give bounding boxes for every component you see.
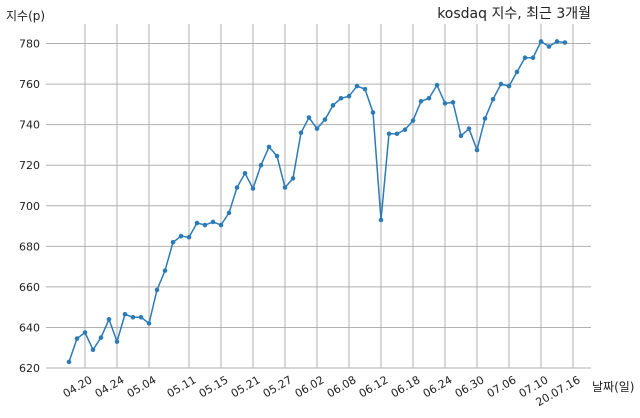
data-point [554, 39, 560, 44]
y-tick-label: 660 [19, 281, 40, 294]
data-point [298, 130, 304, 136]
data-point [330, 103, 336, 108]
x-tick-label: 06.08 [325, 373, 359, 400]
data-point [418, 99, 424, 104]
y-tick-label: 680 [19, 240, 40, 253]
x-tick-label: 04.20 [61, 373, 95, 400]
data-point [242, 171, 248, 176]
y-tick-label: 640 [19, 321, 40, 334]
data-point [74, 336, 80, 341]
data-point [266, 144, 272, 150]
data-point [314, 126, 320, 131]
data-point [354, 83, 360, 89]
data-point [114, 339, 120, 344]
data-point [538, 39, 544, 44]
data-point [282, 185, 288, 190]
series-markers [66, 39, 568, 365]
data-point [514, 69, 520, 75]
y-tick-label: 700 [19, 200, 40, 213]
y-tick-label: 740 [19, 119, 40, 132]
data-point [410, 118, 416, 123]
data-point [498, 81, 504, 87]
data-point [210, 219, 216, 225]
data-point [98, 335, 104, 340]
y-tick-label: 780 [19, 38, 40, 51]
data-point [370, 110, 376, 115]
x-axis-label: 날짜(일) [592, 380, 634, 394]
y-axis-ticks: 620 640 660 680 700 720 740 760 780 [19, 38, 40, 376]
data-point [226, 210, 232, 216]
y-tick-label: 760 [19, 78, 40, 91]
data-point [290, 176, 296, 181]
data-point [250, 186, 256, 191]
chart-title: kosdaq 지수, 최근 3개월 [437, 6, 591, 22]
x-tick-label: 05.15 [197, 373, 231, 400]
data-point [202, 222, 208, 228]
data-point [82, 330, 88, 335]
data-point [146, 321, 152, 326]
data-point [506, 83, 512, 89]
data-point [154, 287, 160, 293]
y-tick-label: 620 [19, 362, 40, 375]
data-point [482, 116, 488, 121]
data-point [274, 153, 280, 159]
data-point [258, 162, 264, 168]
data-point [522, 55, 528, 60]
data-point [218, 222, 224, 228]
data-point [434, 82, 440, 88]
data-point [378, 217, 384, 223]
x-tick-label: 05.21 [229, 373, 263, 400]
data-point [490, 96, 496, 102]
x-tick-label: 04.24 [93, 373, 127, 400]
x-tick-label: 05.11 [165, 373, 199, 400]
data-point [442, 101, 448, 106]
data-point [138, 315, 144, 320]
data-point [170, 239, 176, 245]
data-point [322, 117, 328, 122]
x-tick-label: 06.24 [421, 373, 455, 400]
data-point [234, 185, 240, 190]
y-axis-label: 지수(p) [6, 9, 45, 23]
data-point [130, 315, 136, 320]
data-point [426, 95, 432, 101]
x-tick-label: 07.06 [485, 373, 519, 400]
data-point [306, 115, 312, 120]
data-point [362, 86, 368, 92]
x-tick-label: 05.27 [261, 373, 295, 400]
data-point [458, 133, 464, 139]
data-point [450, 100, 456, 105]
grid [46, 24, 591, 369]
y-tick-label: 720 [19, 159, 40, 172]
data-point [394, 131, 400, 137]
data-point [178, 233, 184, 239]
x-tick-label: 06.12 [357, 373, 391, 400]
data-point [90, 347, 96, 353]
data-point [162, 268, 168, 273]
data-point [530, 55, 536, 60]
data-point [402, 127, 408, 132]
data-point [106, 317, 112, 322]
data-point [466, 126, 472, 131]
x-tick-label: 06.02 [293, 373, 327, 400]
x-tick-label: 06.30 [453, 373, 487, 400]
x-tick-label: 05.04 [125, 373, 159, 400]
data-point [338, 95, 344, 101]
data-point [66, 359, 72, 365]
data-point [194, 220, 200, 226]
x-tick-label: 06.18 [389, 373, 423, 400]
data-point [346, 93, 352, 99]
data-point [186, 234, 192, 240]
data-point [386, 131, 392, 137]
data-point [122, 311, 128, 317]
data-point [474, 147, 480, 153]
data-point [562, 40, 568, 45]
data-point [546, 44, 552, 49]
